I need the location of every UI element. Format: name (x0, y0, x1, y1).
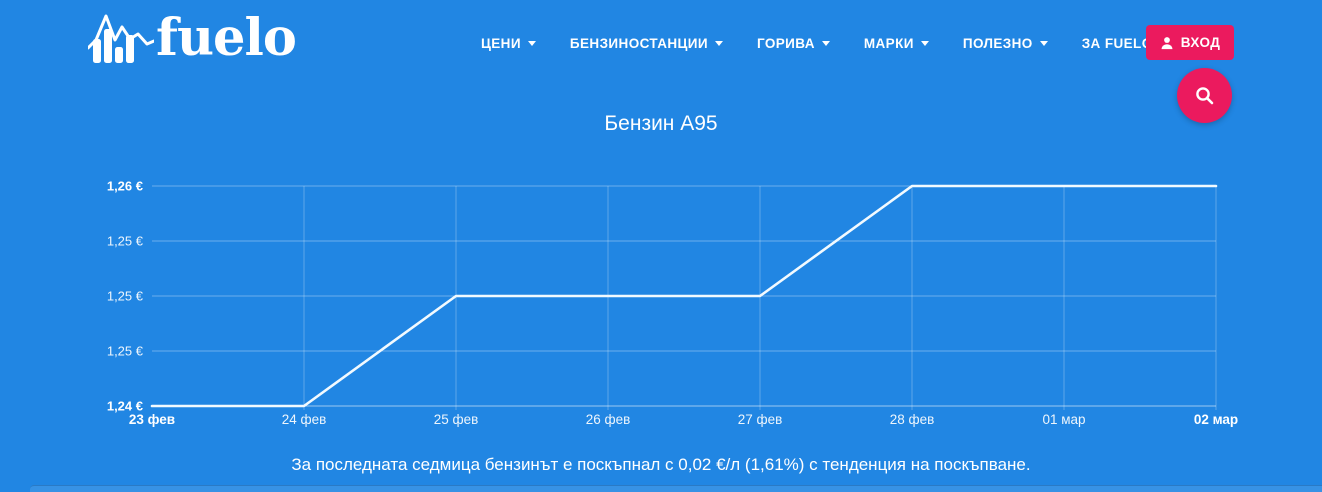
chevron-down-icon (920, 40, 929, 46)
x-axis-tick-label: 25 фев (434, 412, 479, 427)
x-axis-tick-label: 02 мар (1194, 412, 1238, 427)
nav-item-label: БЕНЗИНОСТАНЦИИ (569, 35, 708, 51)
y-axis-tick-label: 1,25 € (107, 289, 144, 304)
nav-item-prices[interactable]: ЦЕНИ (481, 36, 536, 51)
x-axis-tick-label: 23 фев (129, 412, 175, 427)
main-nav: ЦЕНИ БЕНЗИНОСТАНЦИИ ГОРИВА МАРКИ ПОЛЕЗНО… (481, 0, 1168, 86)
price-chart[interactable]: 1,24 € 1,25 € 1,25 € 1,25 € 1,26 € 23 фев 24 ф… (0, 0, 1322, 445)
logo-chart-icon (88, 14, 154, 63)
nav-item-label: ЦЕНИ (481, 35, 521, 51)
login-button[interactable]: ВХОД (1146, 25, 1234, 60)
y-axis-tick-label: 1,25 € (107, 344, 144, 359)
x-axis-tick-label: 28 фев (890, 412, 935, 427)
chevron-down-icon (527, 40, 536, 46)
price-line (150, 184, 1218, 408)
chevron-down-icon (1039, 40, 1048, 46)
user-icon (1161, 36, 1173, 49)
nav-item-label: ЗА FUELO (1081, 35, 1153, 51)
nav-item-brands[interactable]: МАРКИ (864, 36, 929, 51)
nav-item-label: МАРКИ (863, 35, 914, 51)
y-axis-tick-label: 1,26 € (107, 179, 143, 194)
x-axis-tick-label: 01 мар (1042, 412, 1085, 427)
next-section-edge (30, 485, 1322, 492)
chevron-down-icon (714, 40, 723, 46)
logo-text: fuelo (156, 7, 297, 68)
y-axis-tick-label: 1,24 € (107, 399, 143, 414)
nav-item-label: ПОЛЕЗНО (962, 35, 1033, 51)
x-axis-tick-label: 27 фев (738, 412, 783, 427)
nav-item-label: ГОРИВА (756, 35, 815, 51)
chart-title: Бензин А95 (604, 112, 718, 135)
nav-item-stations[interactable]: БЕНЗИНОСТАНЦИИ (570, 36, 723, 51)
search-button[interactable] (1177, 68, 1232, 123)
nav-item-useful[interactable]: ПОЛЕЗНО (963, 36, 1048, 51)
y-axis-tick-label: 1,25 € (107, 234, 144, 249)
nav-item-fuels[interactable]: ГОРИВА (757, 36, 830, 51)
logo[interactable]: fuelo (88, 7, 297, 68)
trend-summary: За последната седмица бензинът е поскъпн… (291, 455, 1031, 474)
x-axis-tick-label: 24 фев (282, 412, 327, 427)
chevron-down-icon (821, 40, 830, 46)
search-icon (1196, 87, 1214, 105)
x-axis-tick-label: 26 фев (586, 412, 631, 427)
login-label: ВХОД (1180, 35, 1221, 50)
